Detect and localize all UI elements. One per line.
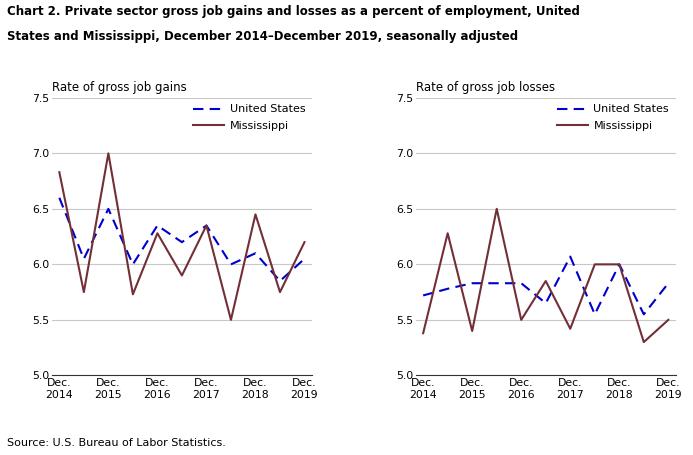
Mississippi: [227, 317, 235, 323]
United States: [664, 280, 672, 286]
United States: [300, 256, 308, 262]
Text: Chart 2. Private sector gross job gains and losses as a percent of employment, U: Chart 2. Private sector gross job gains …: [7, 5, 580, 18]
Mississippi: [542, 278, 550, 284]
Mississippi: [615, 262, 624, 267]
Mississippi: [419, 330, 428, 336]
Legend: United States, Mississippi: United States, Mississippi: [554, 101, 672, 134]
Mississippi: [664, 317, 672, 323]
United States: [615, 262, 624, 267]
Line: Mississippi: Mississippi: [423, 209, 668, 342]
Mississippi: [517, 317, 525, 323]
United States: [153, 223, 161, 228]
Mississippi: [104, 151, 112, 156]
United States: [419, 293, 428, 298]
United States: [55, 195, 64, 201]
Mississippi: [252, 212, 260, 217]
Mississippi: [276, 289, 284, 295]
United States: [542, 300, 550, 306]
Mississippi: [80, 289, 88, 295]
Text: Rate of gross job gains: Rate of gross job gains: [52, 81, 186, 94]
Mississippi: [153, 231, 161, 236]
United States: [104, 206, 112, 212]
Line: Mississippi: Mississippi: [60, 153, 304, 320]
Line: United States: United States: [60, 198, 304, 281]
United States: [276, 278, 284, 284]
United States: [444, 286, 452, 292]
Mississippi: [493, 206, 501, 212]
Mississippi: [300, 239, 308, 245]
Mississippi: [129, 292, 137, 297]
United States: [177, 239, 186, 245]
Mississippi: [55, 169, 64, 175]
United States: [252, 251, 260, 256]
United States: [129, 262, 137, 267]
Text: Rate of gross job losses: Rate of gross job losses: [416, 81, 555, 94]
United States: [227, 262, 235, 267]
Mississippi: [640, 339, 648, 345]
United States: [566, 254, 574, 259]
Mississippi: [468, 328, 476, 334]
Text: Source: U.S. Bureau of Labor Statistics.: Source: U.S. Bureau of Labor Statistics.: [7, 438, 226, 448]
Line: United States: United States: [423, 257, 668, 314]
Text: States and Mississippi, December 2014–December 2019, seasonally adjusted: States and Mississippi, December 2014–De…: [7, 30, 518, 43]
United States: [517, 280, 525, 286]
Legend: United States, Mississippi: United States, Mississippi: [190, 101, 308, 134]
United States: [202, 223, 211, 228]
United States: [80, 256, 88, 262]
Mississippi: [177, 273, 186, 278]
Mississippi: [590, 262, 599, 267]
Mississippi: [202, 223, 211, 228]
United States: [493, 280, 501, 286]
United States: [468, 280, 476, 286]
Mississippi: [444, 231, 452, 236]
United States: [640, 312, 648, 317]
United States: [590, 312, 599, 317]
Mississippi: [566, 326, 574, 332]
